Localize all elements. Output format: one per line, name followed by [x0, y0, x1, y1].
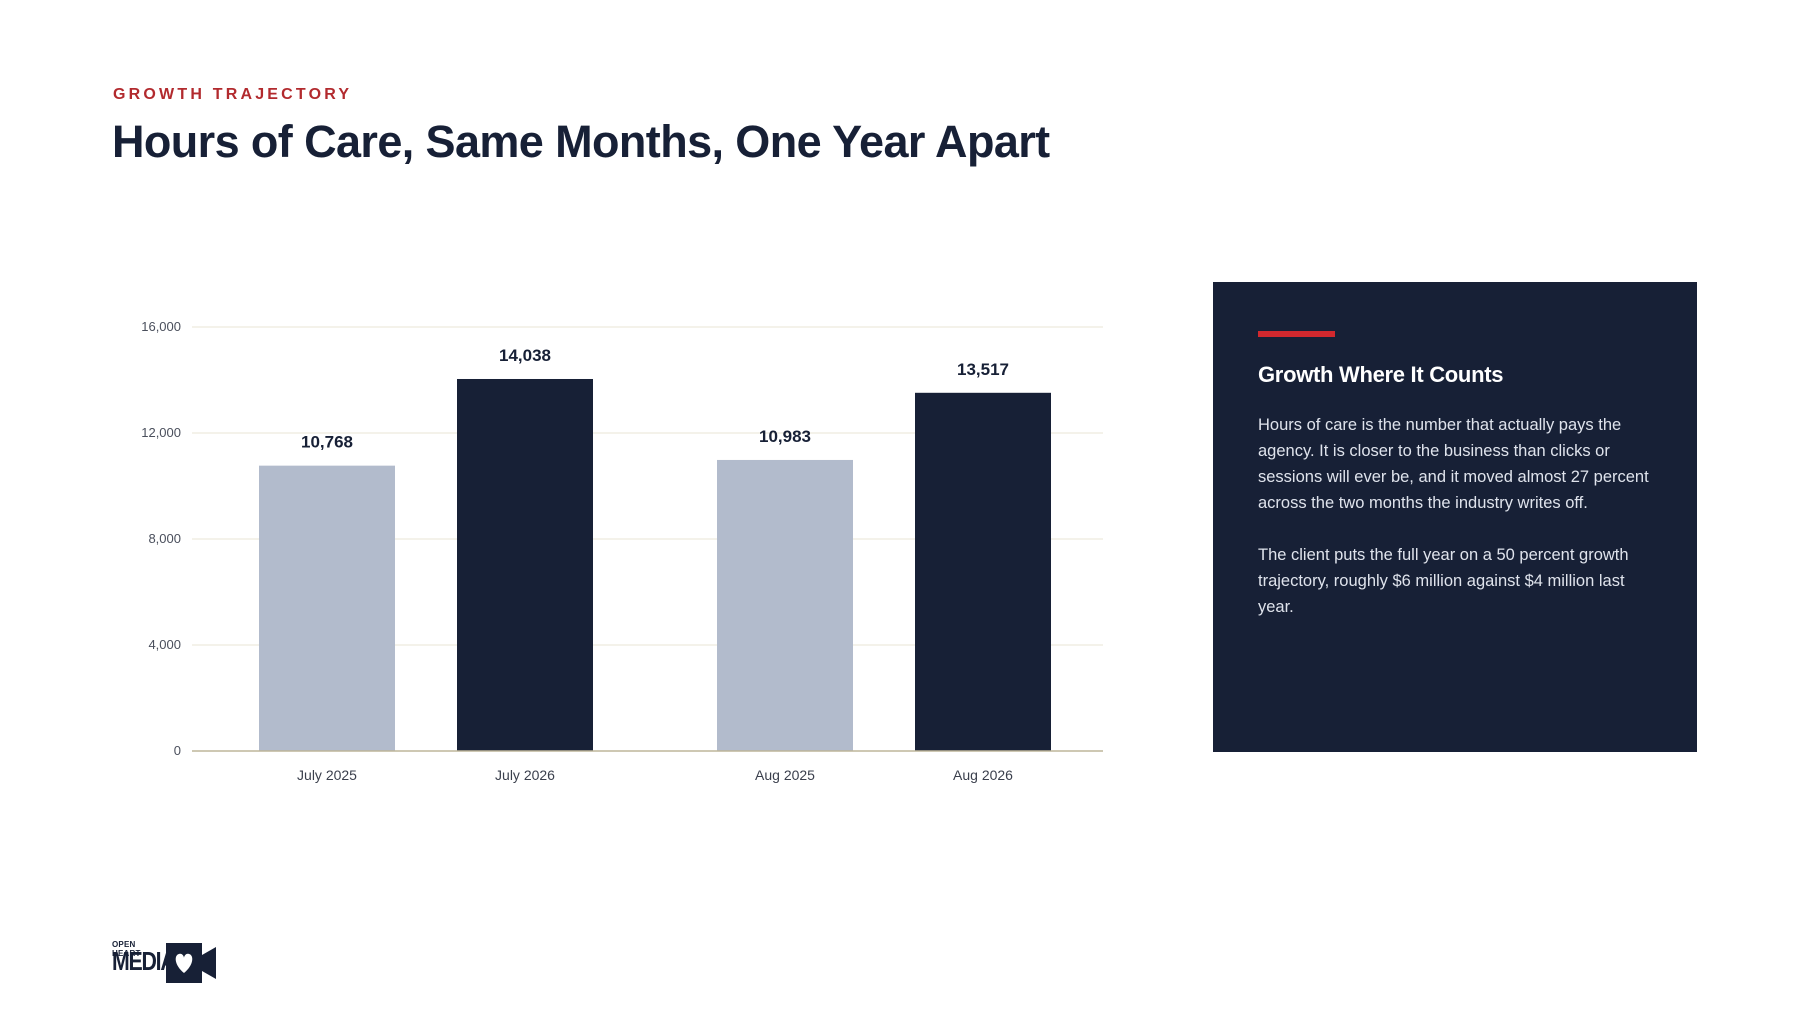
bar [259, 465, 395, 751]
panel-body: Hours of care is the number that actuall… [1258, 412, 1658, 620]
data-label: 14,038 [499, 346, 551, 365]
data-label: 10,768 [301, 433, 353, 452]
data-label: 10,983 [759, 427, 811, 446]
y-tick-label: 0 [174, 743, 181, 758]
y-tick-label: 16,000 [141, 319, 181, 334]
y-tick-label: 8,000 [148, 531, 181, 546]
panel-paragraph-1: Hours of care is the number that actuall… [1258, 416, 1649, 512]
logo-line-1: OPEN HEART [112, 940, 141, 958]
x-tick-label: July 2025 [297, 767, 357, 783]
panel-paragraph-2: The client puts the full year on a 50 pe… [1258, 546, 1629, 616]
panel-heading: Growth Where It Counts [1258, 362, 1504, 387]
x-tick-label: July 2026 [495, 767, 555, 783]
x-tick-label: Aug 2026 [953, 767, 1013, 783]
accent-rule [1258, 331, 1335, 337]
y-tick-label: 12,000 [141, 425, 181, 440]
eyebrow-label: GROWTH TRAJECTORY [113, 86, 353, 103]
logo-line-2: MEDIA [112, 946, 176, 976]
bar-chart: 0 4,000 8,000 12,000 16,000 10,768 July 2025 14… [141, 319, 1103, 783]
heart-camera-icon [166, 943, 216, 983]
page-title: Hours of Care, Same Months, One Year Apa… [112, 116, 1050, 167]
bar [915, 392, 1051, 751]
insight-panel: Growth Where It Counts Hours of care is … [1213, 282, 1697, 752]
bar [457, 378, 593, 751]
x-tick-label: Aug 2025 [755, 767, 815, 783]
y-tick-label: 4,000 [148, 637, 181, 652]
bar [717, 459, 853, 751]
data-label: 13,517 [957, 360, 1009, 379]
